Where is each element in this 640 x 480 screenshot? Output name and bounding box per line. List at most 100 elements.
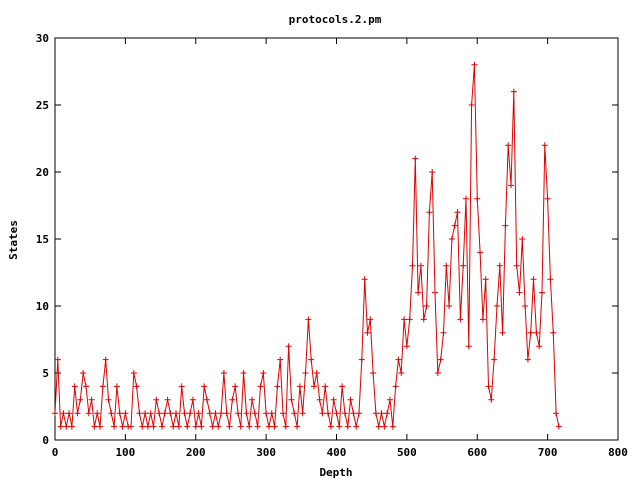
data-point (246, 423, 253, 430)
data-point (187, 410, 194, 417)
y-tick-label: 15 (36, 233, 49, 246)
x-tick-label: 200 (186, 446, 206, 459)
data-point (426, 209, 433, 216)
data-point (477, 249, 484, 256)
data-point (249, 396, 256, 403)
data-point (243, 410, 250, 417)
series-layer (52, 61, 562, 430)
data-point (440, 329, 447, 336)
data-point (372, 410, 379, 417)
data-point (54, 356, 61, 363)
data-point (384, 410, 391, 417)
data-point (533, 329, 540, 336)
data-point (136, 410, 143, 417)
data-point (60, 410, 67, 417)
data-point (474, 195, 481, 202)
data-point (257, 383, 264, 390)
data-point (536, 343, 543, 350)
data-point (499, 329, 506, 336)
data-point (341, 410, 348, 417)
data-point (158, 423, 165, 430)
data-point (553, 410, 560, 417)
data-point (415, 289, 422, 296)
y-tick-label: 5 (42, 367, 49, 380)
data-point (460, 262, 467, 269)
data-point (130, 370, 137, 376)
data-point (465, 343, 472, 350)
data-point (516, 289, 523, 296)
data-point (505, 142, 512, 149)
data-point (229, 396, 236, 403)
data-point (479, 316, 486, 323)
data-point (218, 410, 225, 417)
data-point (403, 343, 410, 350)
data-point (167, 410, 174, 417)
data-point (108, 410, 115, 417)
data-point (485, 383, 492, 390)
data-point (420, 316, 427, 323)
data-point (432, 289, 439, 296)
data-point (85, 410, 92, 417)
data-point (280, 410, 287, 417)
data-point (77, 396, 84, 403)
data-point (446, 303, 453, 309)
data-point (370, 370, 377, 376)
data-point (150, 423, 157, 430)
data-point (544, 195, 551, 202)
data-point (381, 423, 388, 430)
data-point (133, 383, 140, 390)
data-point (66, 410, 73, 417)
data-point (513, 262, 520, 269)
data-point (434, 370, 441, 376)
data-point (57, 423, 64, 430)
x-tick-label: 300 (256, 446, 276, 459)
data-point (212, 410, 219, 417)
data-point (308, 356, 315, 363)
data-point (409, 262, 416, 269)
x-tick-label: 500 (397, 446, 417, 459)
data-point (510, 88, 517, 95)
data-point (375, 423, 382, 430)
data-point (164, 396, 171, 403)
x-tick-label: 600 (467, 446, 487, 459)
data-point (530, 276, 537, 283)
data-point (142, 410, 149, 417)
x-tick-label: 700 (538, 446, 558, 459)
data-point (240, 370, 247, 376)
data-point (296, 383, 303, 390)
data-point (395, 356, 402, 363)
x-tick-label: 400 (327, 446, 347, 459)
data-point (68, 423, 75, 430)
data-point (555, 423, 562, 430)
data-point (263, 410, 270, 417)
data-point (88, 396, 95, 403)
data-point (437, 356, 444, 363)
data-point (547, 276, 554, 283)
data-point (122, 410, 129, 417)
data-point (550, 329, 557, 336)
data-point (412, 155, 419, 162)
data-point (232, 383, 239, 390)
data-point (468, 102, 475, 108)
data-point (482, 276, 489, 283)
data-point (274, 383, 281, 390)
data-point (406, 316, 413, 323)
data-point (254, 423, 261, 430)
y-tick-label: 0 (42, 434, 49, 447)
data-point (215, 423, 222, 430)
data-point (330, 396, 337, 403)
data-point (97, 423, 104, 430)
data-point (333, 410, 340, 417)
data-point (451, 222, 458, 229)
data-point (344, 423, 351, 430)
data-point (251, 410, 258, 417)
data-point (234, 410, 241, 417)
data-point (80, 370, 87, 376)
data-point (277, 356, 284, 363)
data-point (299, 410, 306, 417)
data-point (181, 410, 188, 417)
data-point (52, 410, 58, 417)
data-point (173, 410, 180, 417)
plot-frame (54, 37, 619, 441)
data-point (184, 423, 191, 430)
